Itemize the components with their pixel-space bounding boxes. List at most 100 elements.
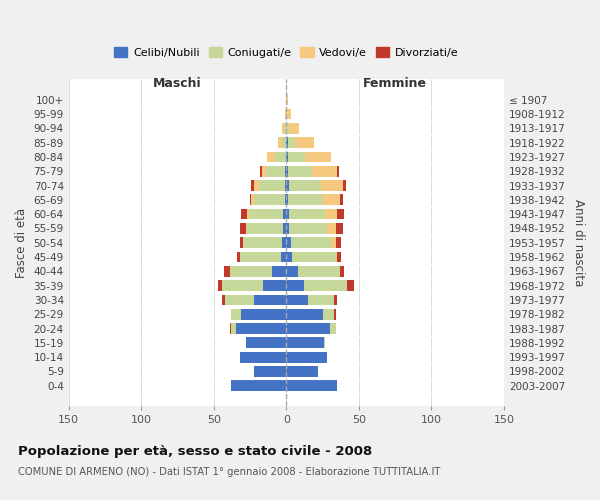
Bar [337,252,341,262]
Bar [282,238,286,248]
Bar [266,166,285,176]
Bar [262,166,266,176]
Bar [323,309,334,320]
Bar [334,294,337,306]
Bar [286,380,337,391]
Bar [323,194,340,205]
Bar [263,280,286,291]
Text: Popolazione per età, sesso e stato civile - 2008: Popolazione per età, sesso e stato civil… [18,445,372,458]
Bar [247,209,248,220]
Bar [334,309,335,320]
Bar [283,223,286,234]
Bar [224,266,230,276]
Bar [286,152,288,162]
Bar [251,194,254,205]
Y-axis label: Fasce di età: Fasce di età [15,208,28,278]
Text: COMUNE DI ARMENO (NO) - Dati ISTAT 1° gennaio 2008 - Elaborazione TUTTITALIA.IT: COMUNE DI ARMENO (NO) - Dati ISTAT 1° ge… [18,467,440,477]
Bar [231,323,236,334]
Bar [340,266,344,276]
Bar [286,252,292,262]
Bar [325,209,337,220]
Bar [281,252,286,262]
Y-axis label: Anni di nascita: Anni di nascita [572,199,585,286]
Bar [286,123,289,134]
Bar [254,366,286,377]
Bar [236,323,286,334]
Bar [337,209,344,220]
Bar [324,338,325,348]
Bar [288,166,313,176]
Bar [231,309,241,320]
Bar [282,137,286,148]
Bar [286,294,308,306]
Bar [286,180,289,191]
Bar [286,209,289,220]
Legend: Celibi/Nubili, Coniugati/e, Vedovi/e, Divorziati/e: Celibi/Nubili, Coniugati/e, Vedovi/e, Di… [110,42,463,62]
Bar [243,238,282,248]
Bar [286,94,288,105]
Bar [223,294,226,306]
Bar [245,223,247,234]
Bar [230,266,272,276]
Bar [278,137,282,148]
Bar [286,108,290,120]
Bar [286,137,288,148]
Bar [335,252,337,262]
Bar [321,180,343,191]
Bar [335,223,343,234]
Bar [241,309,286,320]
Bar [286,352,327,362]
Bar [343,180,346,191]
Bar [240,252,281,262]
Bar [226,294,254,306]
Bar [275,152,286,162]
Bar [331,238,335,248]
Bar [288,137,295,148]
Bar [298,266,340,276]
Bar [241,209,247,220]
Bar [347,280,355,291]
Bar [286,166,288,176]
Bar [286,238,290,248]
Bar [223,280,263,291]
Bar [240,223,245,234]
Bar [285,166,286,176]
Bar [292,252,335,262]
Bar [286,194,288,205]
Bar [289,123,299,134]
Bar [335,238,341,248]
Bar [330,323,335,334]
Text: Maschi: Maschi [153,76,202,90]
Bar [337,166,338,176]
Bar [251,180,254,191]
Bar [286,280,304,291]
Bar [237,252,240,262]
Bar [340,194,343,205]
Bar [286,266,298,276]
Bar [286,323,330,334]
Bar [254,294,286,306]
Bar [283,209,286,220]
Text: Femmine: Femmine [363,76,427,90]
Bar [260,166,262,176]
Bar [295,137,314,148]
Bar [248,209,283,220]
Bar [285,194,286,205]
Bar [247,223,283,234]
Bar [259,180,285,191]
Bar [290,238,331,248]
Bar [286,223,289,234]
Bar [285,180,286,191]
Bar [268,152,275,162]
Bar [313,166,337,176]
Bar [305,152,331,162]
Bar [231,380,286,391]
Bar [218,280,223,291]
Bar [285,108,286,120]
Bar [288,194,323,205]
Bar [240,238,243,248]
Bar [240,352,286,362]
Bar [272,266,286,276]
Bar [304,280,347,291]
Bar [286,309,323,320]
